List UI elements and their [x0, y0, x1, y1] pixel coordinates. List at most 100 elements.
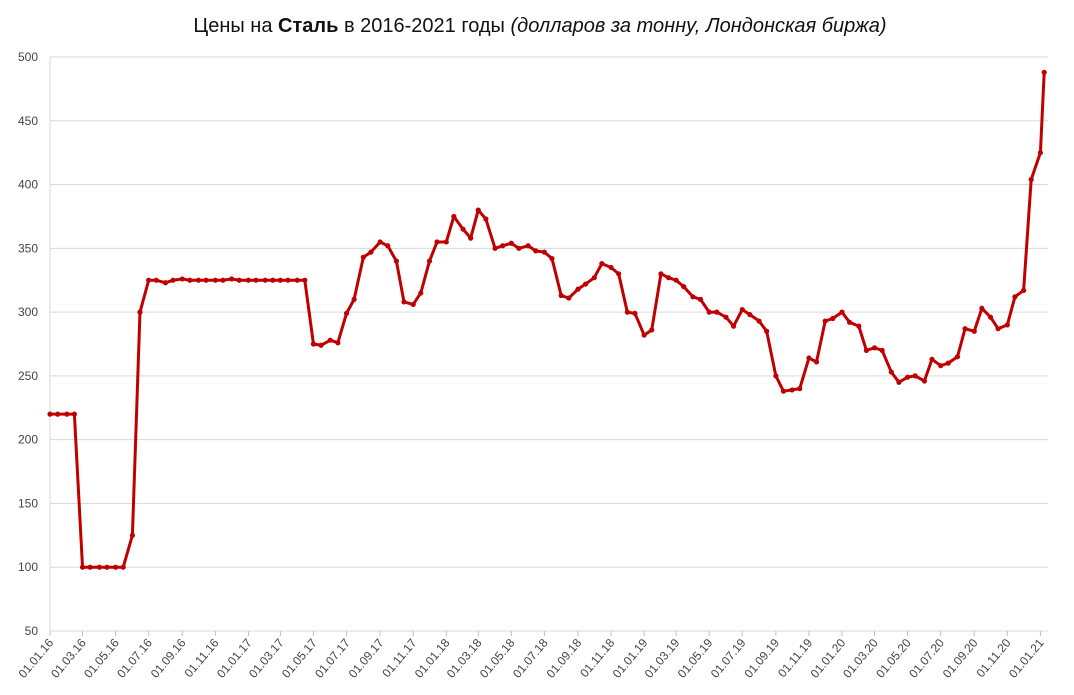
data-point [1041, 69, 1047, 75]
data-point [179, 276, 185, 282]
data-point [270, 277, 276, 283]
data-point [566, 295, 572, 301]
data-point [401, 299, 407, 305]
data-point [212, 277, 218, 283]
data-point [912, 373, 918, 379]
data-point [418, 290, 424, 296]
data-point [220, 277, 226, 283]
data-point [377, 239, 383, 245]
data-point [79, 564, 86, 570]
data-point [434, 239, 440, 245]
data-point [410, 301, 416, 308]
data-point [327, 337, 333, 343]
data-point [896, 379, 902, 385]
data-point [146, 277, 152, 283]
title-part: в 2016-2021 годы [338, 15, 510, 37]
data-point [658, 271, 664, 277]
data-point [813, 359, 820, 365]
data-point [87, 564, 93, 570]
data-point [962, 326, 968, 332]
data-point [599, 261, 605, 267]
data-point [104, 564, 110, 570]
data-point [170, 277, 176, 283]
data-point [426, 258, 433, 264]
y-tick-label: 400 [18, 178, 38, 192]
data-point [616, 271, 622, 277]
data-point [368, 249, 374, 255]
data-point [954, 354, 961, 360]
data-point [1037, 150, 1044, 156]
data-point [673, 277, 679, 283]
data-point [830, 315, 836, 322]
x-tick-label: 01.09.16 [148, 636, 189, 681]
y-tick-label: 100 [18, 560, 38, 574]
data-point [608, 264, 614, 271]
data-point [665, 275, 672, 281]
x-tick-label: 01.09.18 [544, 636, 585, 681]
data-point [285, 277, 291, 283]
data-point [987, 314, 994, 320]
y-tick-label: 300 [18, 305, 38, 319]
data-point [624, 309, 630, 315]
data-point [229, 276, 235, 282]
data-point [879, 347, 885, 353]
data-point [730, 323, 737, 329]
data-point [525, 243, 531, 249]
y-tick-label: 200 [18, 433, 38, 447]
title-part: Сталь [278, 15, 338, 37]
y-tick-label: 250 [18, 369, 38, 383]
data-point [888, 369, 894, 375]
x-tick-label: 01.09.20 [940, 636, 981, 681]
data-point [945, 360, 951, 366]
data-point [162, 280, 169, 286]
data-point [277, 277, 283, 283]
data-point [187, 277, 193, 283]
data-point [649, 327, 655, 333]
data-point [120, 564, 126, 570]
data-point [995, 326, 1001, 332]
data-point [516, 245, 522, 251]
y-tick-label: 450 [18, 114, 38, 128]
data-point [839, 309, 845, 315]
data-point [921, 378, 928, 384]
data-point [351, 296, 357, 302]
data-point [582, 281, 589, 287]
title-part: (долларов за тонну, Лондонская биржа) [511, 15, 887, 37]
data-point [541, 249, 547, 255]
data-point [723, 314, 729, 320]
data-point [129, 532, 135, 538]
data-point [863, 347, 869, 353]
data-point [789, 387, 795, 393]
data-point [195, 277, 202, 283]
data-point [475, 207, 481, 213]
data-point [706, 309, 712, 315]
data-point [871, 345, 878, 351]
data-point [1012, 294, 1018, 300]
data-point [71, 411, 77, 417]
data-point [773, 373, 779, 379]
data-point [797, 386, 803, 392]
x-tick-label: 01.01.21 [1006, 636, 1047, 681]
data-point [1028, 176, 1034, 183]
data-point [245, 277, 252, 283]
data-point [54, 411, 61, 417]
y-tick-label: 350 [18, 241, 38, 255]
data-point [549, 255, 555, 262]
x-tick-label: 01.09.17 [346, 636, 387, 681]
data-point [483, 216, 489, 222]
y-tick-label: 50 [25, 624, 39, 638]
chart-title: Цены на Сталь в 2016-2021 годы (долларов… [193, 15, 886, 37]
data-point [938, 363, 944, 369]
data-point [393, 258, 399, 264]
data-point [822, 318, 828, 324]
data-point [385, 243, 391, 249]
data-point [632, 310, 638, 316]
y-tick-label: 150 [18, 496, 38, 510]
data-point [153, 277, 159, 283]
data-point [1004, 322, 1010, 328]
data-point [780, 388, 787, 394]
data-point [846, 319, 853, 325]
data-point [451, 213, 457, 220]
data-point [253, 277, 259, 283]
